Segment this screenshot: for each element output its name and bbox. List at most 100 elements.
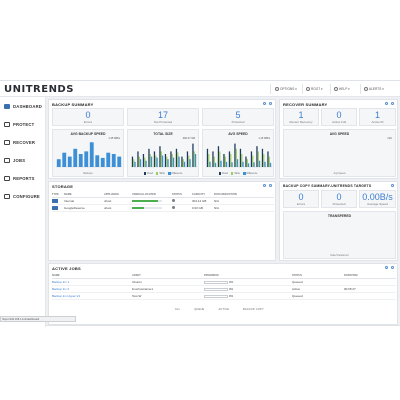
table-row[interactable]: Backup lnx Hyper-V1 Test-W 0% Queued: [52, 293, 396, 300]
stat-recent-recovery[interactable]: 1 Recent Recovery: [283, 108, 319, 126]
total-size-chart: TOTAL SIZE 490.47 GB Fixed Write Differe…: [127, 129, 199, 177]
legend-item: Difference: [243, 172, 257, 175]
bar-difference: [242, 161, 244, 167]
active-jobs-panel: ACTIVE JOBS NAME ASSET PROGRESS STATUS D…: [48, 263, 398, 325]
filter-queue[interactable]: QUEUE: [194, 308, 205, 311]
table-row[interactable]: GoogleReserve uhost 0.00 GB N/A: [52, 205, 274, 212]
bar-difference: [247, 163, 250, 167]
stat-protected[interactable]: 5 Protected: [202, 108, 274, 126]
bar-write: [133, 159, 135, 167]
bar-fixed: [137, 151, 139, 167]
header-divider: [330, 84, 331, 94]
refresh-icon[interactable]: [263, 184, 266, 187]
disk-icon: [52, 199, 58, 203]
table-row[interactable]: Backup lnx 1 Ubuntu 0% Queued: [52, 279, 396, 286]
sidebar-item-protect[interactable]: PROTECT: [0, 117, 46, 131]
bar-write: [268, 156, 270, 167]
bar-fixed: [250, 151, 253, 167]
bar-fixed: [142, 154, 145, 167]
filter-backup-copy[interactable]: BACKUP COPY: [243, 308, 264, 311]
panel-title: BACKUP COPY SUMMARY-UNITRENDS TARGETS: [283, 184, 372, 188]
bar-write: [171, 154, 173, 167]
reports-icon: [4, 175, 10, 181]
header-divider: [360, 84, 361, 94]
progress-bar: [204, 287, 228, 291]
table-row[interactable]: Internal uhost 304.14 GB N/A: [52, 198, 274, 205]
sidebar-item-jobs[interactable]: JOBS: [0, 153, 46, 167]
header-divider: [270, 84, 271, 94]
bar-difference: [189, 159, 191, 167]
storage-panel: STORAGE TYPE NAME APPLIANCE USED/ALLOCAT…: [48, 181, 276, 261]
settings-icon[interactable]: [269, 102, 272, 105]
bar-write: [177, 152, 179, 167]
options-menu[interactable]: OPTIONS ▾: [275, 85, 297, 93]
bar-difference: [258, 160, 261, 167]
bar-write: [252, 155, 254, 167]
bar-write: [224, 156, 226, 167]
settings-icon[interactable]: [269, 184, 272, 187]
bar-fixed: [164, 154, 167, 167]
sidebar-item-recover[interactable]: RECOVER: [0, 135, 46, 149]
sidebar-item-configure[interactable]: CONFIGURE: [0, 189, 46, 203]
bar-difference: [161, 155, 164, 167]
bar-fixed: [175, 148, 178, 167]
bar-write: [230, 154, 232, 167]
bar: [73, 148, 78, 167]
table-header: TYPE NAME APPLIANCE USED/ALLOCATED STATU…: [52, 192, 274, 198]
bar: [84, 151, 89, 167]
filter-all[interactable]: ALL: [175, 308, 181, 311]
bar-fixed: [153, 151, 156, 167]
bar-write: [155, 155, 157, 167]
legend-item: Fixed: [143, 172, 153, 175]
stat-copy-protected[interactable]: 0 Protected: [321, 190, 357, 208]
filter-active[interactable]: ACTIVE: [218, 308, 230, 311]
backup-copy-summary-panel: BACKUP COPY SUMMARY-UNITRENDS TARGETS 0 …: [279, 181, 398, 261]
refresh-icon[interactable]: [385, 102, 388, 105]
recover-summary-panel: RECOVER SUMMARY 1 Recent Recovery 0 Acti…: [279, 99, 398, 179]
top-header: UNITRENDS OPTIONS ▾ ROOT ▾ HELP ▾ ALERTS…: [0, 81, 400, 97]
stacked-bar-chart-svg: [206, 143, 272, 168]
configure-icon: [4, 193, 10, 199]
bar: [111, 154, 116, 167]
stat-errors[interactable]: 0 Errors: [52, 108, 124, 126]
help-menu[interactable]: HELP ▾: [334, 85, 350, 93]
stat-copy-speed[interactable]: 0.00B/s Average Speed: [359, 190, 396, 208]
stat-copy-errors[interactable]: 0 Errors: [283, 190, 319, 208]
sidebar-item-reports[interactable]: REPORTS: [0, 171, 46, 185]
dashboard-icon: [4, 103, 10, 109]
stat-active-full[interactable]: 0 Active Full: [321, 108, 357, 126]
table-row[interactable]: Backup lnx 2 linuxhostname1 0% Active 00…: [52, 286, 396, 293]
settings-icon[interactable]: [391, 184, 394, 187]
user-menu[interactable]: ROOT ▾: [306, 85, 323, 93]
transferred-chart: TRANSFERED Data Transferred: [283, 211, 396, 259]
header-divider: [302, 84, 303, 94]
bar-write: [213, 156, 215, 167]
bar-difference: [264, 161, 266, 167]
bar-fixed: [181, 156, 183, 167]
bar-fixed: [261, 148, 264, 167]
alerts-menu[interactable]: ALERTS ▾: [364, 85, 384, 93]
usage-bar: [132, 199, 162, 203]
usage-bar: [132, 206, 162, 210]
storage-table: TYPE NAME APPLIANCE USED/ALLOCATED STATU…: [52, 192, 274, 214]
bar-difference: [231, 162, 233, 167]
bar-difference: [150, 156, 153, 167]
bar: [62, 152, 67, 167]
stat-not-protected[interactable]: 17 Not Protected: [127, 108, 199, 126]
bar: [117, 156, 122, 167]
bar-write: [241, 154, 243, 167]
refresh-icon[interactable]: [385, 266, 388, 269]
bar-difference: [156, 157, 158, 167]
bar-fixed: [159, 146, 161, 167]
sidebar-item-dashboard[interactable]: DASHBOARD: [0, 99, 46, 113]
settings-icon[interactable]: [391, 102, 394, 105]
bar-difference: [225, 161, 228, 167]
bar-write: [160, 151, 162, 167]
settings-icon[interactable]: [391, 266, 394, 269]
stat-active-ir[interactable]: 1 Active IR: [359, 108, 396, 126]
bell-icon: [364, 87, 368, 91]
refresh-icon[interactable]: [263, 102, 266, 105]
bar-fixed: [217, 146, 220, 167]
bar-write: [246, 159, 248, 167]
bar-fixed: [223, 154, 225, 167]
